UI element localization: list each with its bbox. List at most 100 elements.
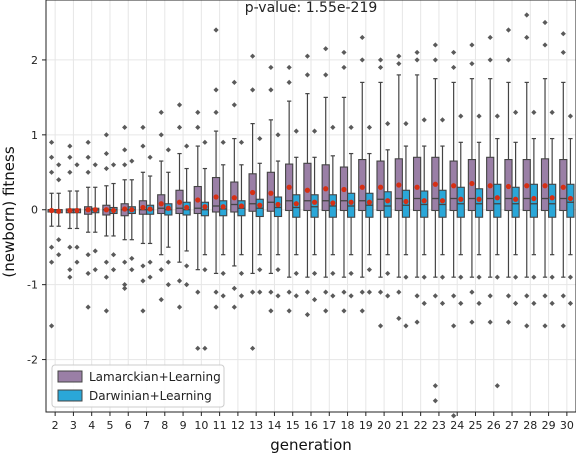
outlier-point [67,154,73,160]
outlier-point [165,147,171,153]
outlier-point [542,19,548,26]
outlier-point [560,293,566,299]
outlier-point [268,87,274,93]
box-lamarckian-gen-2 [47,192,56,227]
outlier-point [231,79,237,85]
outlier-point [341,64,347,71]
outlier-point [323,308,329,314]
mean-marker [366,199,372,205]
outlier-point [48,323,55,329]
outlier-point [293,293,299,299]
outlier-point [341,49,347,56]
mean-marker [140,204,146,211]
outlier-point [103,150,110,157]
outlier-point [238,139,245,145]
box-iqr [303,162,312,212]
mean-marker [560,184,566,190]
mean-marker [74,207,80,214]
legend-frame [51,364,225,408]
outlier-point [505,27,512,33]
box-darwinian-gen-12 [237,164,246,256]
mean-marker [414,184,420,190]
mean-marker [158,201,164,207]
outlier-point [257,135,263,142]
outlier-point [304,53,311,59]
outlier-point [396,315,402,321]
box-darwinian-gen-10 [200,167,210,256]
box-darwinian-gen-4 [91,186,100,233]
outlier-point [494,383,500,389]
box-lamarckian-gen-30 [559,81,568,278]
outlier-point [458,113,464,119]
outlier-point [176,124,183,130]
box-lamarckian-gen-26 [486,78,495,278]
outlier-point [396,289,402,295]
box-lamarckian-gen-3 [65,190,74,230]
outlier-point [432,383,438,389]
x-tick-label: 4 [88,419,95,432]
outlier-point [560,323,566,329]
x-tick-label: 20 [377,419,391,432]
box-lamarckian-gen-4 [84,186,93,233]
outlier-point [147,274,153,280]
legend-label-darwinian: Darwinian+Learning [89,389,212,403]
outlier-point [469,319,475,325]
mean-marker [195,197,201,203]
box-darwinian-gen-21 [401,145,411,256]
x-tick-label: 24 [450,419,464,432]
mean-marker [476,196,482,202]
outlier-point [549,109,555,115]
outlier-point [469,61,475,67]
outlier-point [268,308,274,314]
x-tick-label: 17 [322,419,336,432]
outlier-point [176,102,183,108]
outlier-point [122,259,128,265]
box-iqr [310,194,319,218]
outlier-point [275,267,281,273]
outlier-point [505,293,512,299]
box-darwinian-gen-5 [109,182,118,237]
outlier-point [129,255,135,262]
outlier-point [195,124,201,130]
outlier-point [304,72,311,78]
mean-marker [85,207,91,213]
box-darwinian-gen-3 [72,190,82,230]
mean-marker [359,184,365,190]
outlier-point [140,308,146,314]
x-tick-label: 16 [304,419,318,432]
outlier-point [567,300,574,306]
outlier-point [421,274,427,280]
outlier-point [366,124,372,130]
x-axis-label: generation [270,436,352,454]
outlier-point [403,121,409,127]
box-lamarckian-gen-25 [467,78,477,278]
x-tick-label: 5 [106,419,113,432]
x-tick-label: 26 [487,419,501,432]
x-tick-label: 6 [125,419,132,432]
x-axis: 2 3 4 5 6 7 8 9 10 11 12 13 14 15 16 17 18 19 20 21 22 23 24 25… [52,412,574,432]
x-tick-label: 18 [341,419,355,432]
box-lamarckian-gen-6 [120,179,129,241]
outlier-point [542,42,548,48]
mean-marker [524,183,530,189]
outlier-point [323,46,329,52]
mean-marker [348,199,354,205]
outlier-point [341,289,347,295]
mean-marker [451,183,457,189]
outlier-point [92,248,98,254]
mean-marker [231,195,237,201]
mean-marker [202,204,208,210]
box-lamarckian-gen-19 [358,81,367,278]
y-tick-label: 0 [31,204,38,217]
mean-marker [213,194,219,200]
outlier-point [414,57,420,63]
box-darwinian-gen-28 [529,137,538,256]
box-darwinian-gen-13 [255,162,264,256]
box-iqr [493,183,502,218]
outlier-point [140,278,146,284]
outlier-point [67,169,73,175]
outlier-point [487,319,493,325]
outlier-point [377,57,384,63]
box-darwinian-gen-29 [548,137,557,256]
outlier-point [213,87,219,93]
